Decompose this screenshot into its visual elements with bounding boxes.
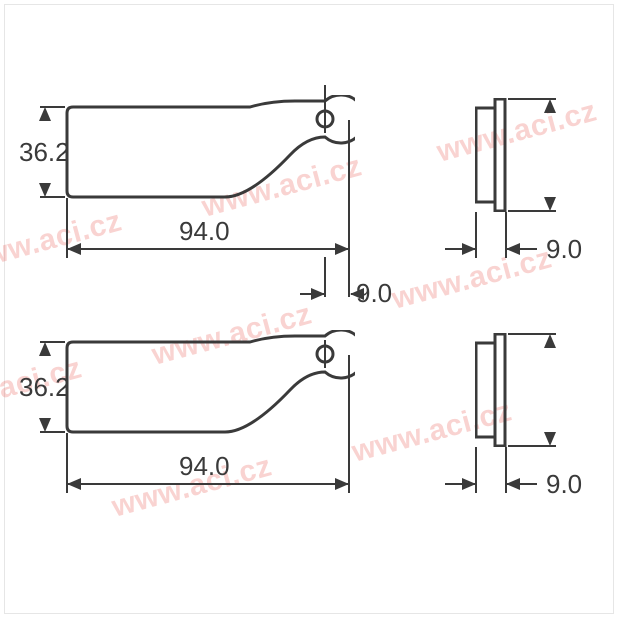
watermark-text: www.aci.cz: [433, 94, 600, 169]
drawing-canvas: www.aci.cz www.aci.cz www.aci.cz www.aci…: [0, 0, 620, 620]
pad-top-side: [475, 98, 507, 212]
dim-thickness-top: 9.0: [546, 236, 582, 262]
dim-width-bottom: 94.0: [179, 453, 230, 479]
dim-height-top: 36.2: [19, 139, 70, 165]
pad-top-face: [55, 95, 355, 215]
watermark-text: www.aci.cz: [0, 204, 126, 279]
dim-thickness-bottom: 9.0: [546, 471, 582, 497]
dim-height-bottom: 36.2: [19, 374, 70, 400]
pad-bottom-face: [55, 330, 355, 450]
dim-width-top: 94.0: [179, 218, 230, 244]
pad-bottom-side: [475, 333, 507, 447]
